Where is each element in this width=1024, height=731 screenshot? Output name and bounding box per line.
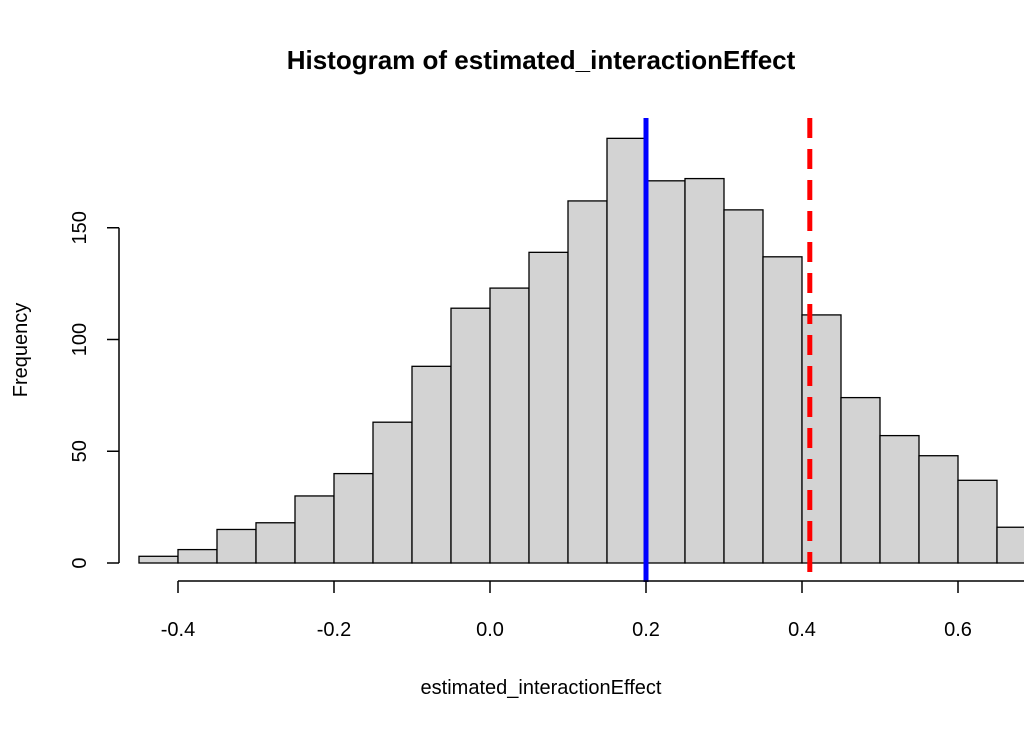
y-tick-label: 150: [69, 211, 91, 244]
histogram-bar: [879, 434, 920, 564]
histogram-bar: [450, 307, 491, 564]
histogram-bar: [645, 180, 686, 564]
histogram-bar: [528, 251, 569, 564]
x-tick-label: -0.4: [161, 619, 195, 641]
x-axis: -0.4-0.20.00.20.40.60.81.0: [161, 580, 1024, 641]
chart-title: Histogram of estimated_interactionEffect: [287, 45, 796, 75]
histogram-bar: [489, 287, 530, 564]
histogram-bar: [723, 209, 764, 564]
y-tick-label: 50: [69, 440, 91, 462]
histogram-bar: [372, 421, 413, 564]
y-axis-label: Frequency: [10, 303, 32, 398]
x-tick-label: 0.2: [632, 619, 660, 641]
histogram-bar: [138, 555, 179, 564]
reference-lines-group: [643, 118, 813, 582]
bars-group: [138, 137, 1024, 564]
x-tick-label: 0.6: [944, 619, 972, 641]
x-tick-label: 0.4: [788, 619, 816, 641]
histogram-bar: [333, 472, 374, 564]
histogram-bar: [255, 522, 296, 564]
histogram-bar: [567, 200, 608, 564]
histogram-bar: [411, 365, 452, 564]
histogram-bar: [918, 455, 959, 564]
histogram-bar: [684, 177, 725, 564]
x-tick-label: 0.0: [476, 619, 504, 641]
x-tick-label: -0.2: [317, 619, 351, 641]
histogram-bar: [216, 528, 257, 564]
histogram-bar: [762, 256, 803, 564]
histogram-bar: [606, 137, 647, 564]
x-axis-label: estimated_interactionEffect: [421, 677, 662, 699]
histogram-bar: [957, 479, 998, 564]
y-tick-label: 0: [69, 557, 91, 568]
histogram-bar: [996, 526, 1024, 564]
y-axis: 0 50 100 150: [69, 211, 120, 569]
histogram-bar: [177, 548, 218, 564]
y-tick-label: 100: [69, 323, 91, 356]
histogram-bar: [294, 495, 335, 564]
histogram-bar: [840, 396, 881, 564]
